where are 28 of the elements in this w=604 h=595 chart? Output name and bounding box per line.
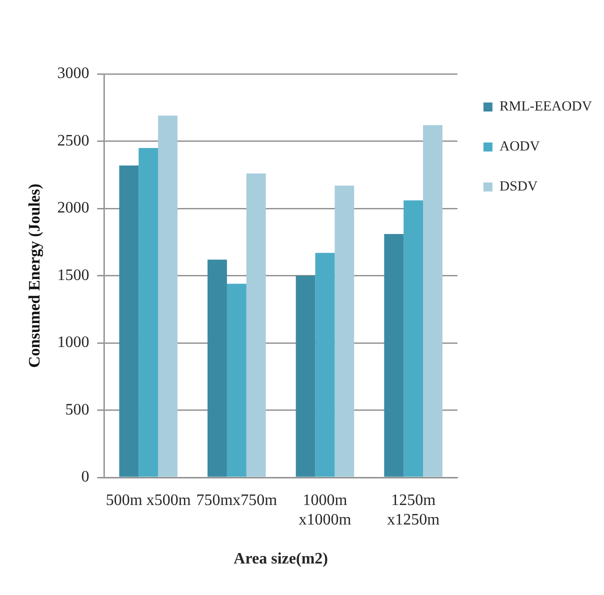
y-tick-label: 1500 bbox=[57, 266, 90, 284]
y-tick-label: 0 bbox=[81, 468, 90, 486]
bar bbox=[384, 234, 404, 477]
y-tick-label: 2500 bbox=[57, 132, 90, 150]
bar bbox=[119, 165, 139, 477]
x-tick-label: 500m x500m bbox=[106, 492, 192, 510]
bar bbox=[138, 148, 158, 477]
y-tick-label: 500 bbox=[65, 401, 90, 418]
legend-label: DSDV bbox=[499, 180, 538, 195]
bar bbox=[246, 174, 266, 477]
x-axis-title: Area size(m2) bbox=[234, 550, 328, 568]
bar bbox=[315, 252, 335, 477]
bar bbox=[404, 200, 424, 477]
x-tick-label: 1000m x1000m bbox=[298, 492, 352, 528]
x-tick-label: 750mx750m bbox=[196, 492, 278, 510]
bar bbox=[208, 260, 227, 477]
legend-label: RML-EEAODV bbox=[499, 100, 592, 115]
y-tick-label: 1000 bbox=[57, 334, 90, 352]
bar bbox=[423, 125, 442, 477]
y-axis-title: Consumed Energy (Joules) bbox=[26, 184, 44, 368]
bar bbox=[334, 186, 354, 477]
legend-label: AODV bbox=[499, 140, 540, 155]
bar bbox=[296, 276, 316, 477]
y-tick-label: 3000 bbox=[57, 65, 90, 82]
y-tick-label: 2000 bbox=[57, 200, 90, 217]
x-tick-label: 1250m x1250m bbox=[387, 492, 440, 528]
bar bbox=[226, 284, 246, 477]
bar bbox=[158, 116, 178, 477]
